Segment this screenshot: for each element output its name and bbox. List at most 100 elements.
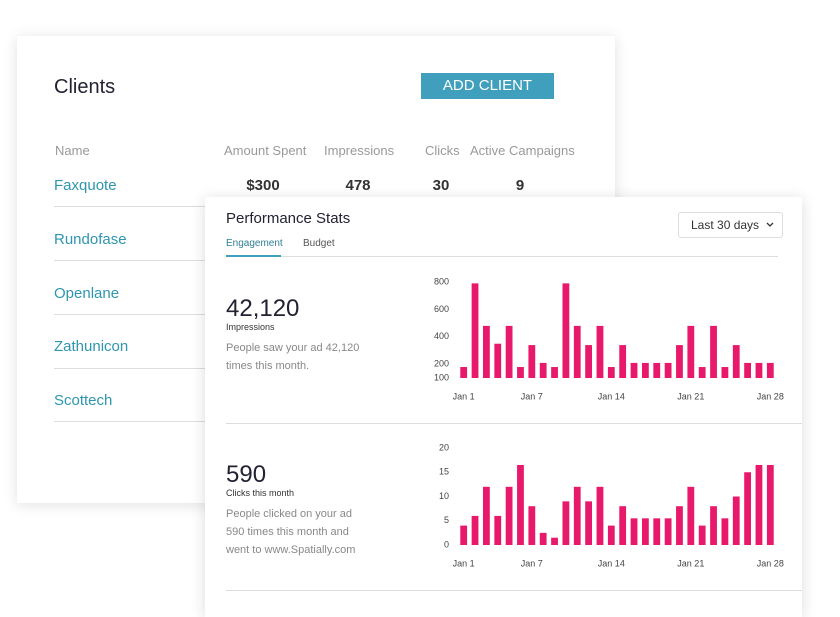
bar <box>596 486 604 545</box>
bar <box>687 325 695 378</box>
bar <box>710 506 717 545</box>
bar <box>562 283 570 378</box>
y-tick-label: 400 <box>434 331 449 341</box>
bar <box>573 486 581 545</box>
bar <box>755 464 763 545</box>
tab-rule <box>226 256 778 257</box>
bar <box>619 345 627 378</box>
bar <box>528 345 536 378</box>
bar <box>517 464 524 545</box>
bar <box>607 367 615 378</box>
bar <box>551 537 558 545</box>
tab[interactable]: Budget <box>303 238 335 249</box>
column-header: Active Campaigns <box>470 143 575 158</box>
row-divider <box>54 368 214 369</box>
metric-label: Impressions <box>226 322 275 332</box>
metric-value: 590 <box>226 461 267 488</box>
y-tick-label: 600 <box>434 304 449 314</box>
y-tick-label: 15 <box>439 467 449 477</box>
x-tick-label: Jan 14 <box>598 391 625 401</box>
performance-card: Performance Stats Engagement Budget Last… <box>205 197 802 617</box>
x-tick-label: Jan 14 <box>598 558 625 568</box>
bar <box>766 362 774 378</box>
client-name[interactable]: Openlane <box>54 285 120 302</box>
section-divider <box>226 423 802 424</box>
bar <box>596 325 604 378</box>
performance-title: Performance Stats <box>226 210 351 227</box>
client-name[interactable]: Rundofase <box>54 231 127 248</box>
range-dropdown[interactable]: Last 30 days <box>678 212 783 238</box>
bar <box>664 518 672 545</box>
bar <box>562 501 570 545</box>
bar <box>641 362 649 378</box>
bar <box>766 464 774 545</box>
client-name[interactable]: Zathunicon <box>54 338 129 355</box>
column-header: Name <box>55 143 90 158</box>
x-tick-label: Jan 1 <box>453 391 475 401</box>
bar <box>687 486 695 545</box>
bar <box>721 518 729 545</box>
bar <box>471 515 479 545</box>
bar <box>630 362 638 378</box>
metric-value: 42,120 <box>226 295 300 322</box>
bar <box>676 345 683 378</box>
bar <box>539 532 547 545</box>
x-tick-label: Jan 28 <box>757 391 784 401</box>
bar <box>505 325 513 378</box>
column-header: Clicks <box>425 143 460 158</box>
bar <box>494 515 502 545</box>
client-name[interactable]: Scottech <box>54 392 113 409</box>
bar <box>755 362 763 378</box>
bar <box>505 486 513 545</box>
bar <box>551 367 558 378</box>
y-tick-label: 100 <box>434 372 449 382</box>
bar <box>482 486 490 545</box>
client-name[interactable]: Faxquote <box>54 177 117 194</box>
clients-title: Clients <box>54 76 116 98</box>
tab-underline <box>226 255 281 257</box>
row-divider <box>54 314 214 315</box>
cell: 478 <box>345 177 371 194</box>
chevron <box>766 222 774 227</box>
column-header: Amount Spent <box>224 143 307 158</box>
range-label: Last 30 days <box>691 218 760 232</box>
y-tick-label: 5 <box>444 515 449 525</box>
section-divider <box>226 590 802 591</box>
cell: $300 <box>246 177 280 194</box>
bar <box>641 518 649 545</box>
bar <box>517 367 524 378</box>
row-divider <box>54 260 214 261</box>
bar <box>744 472 752 545</box>
x-tick-label: Jan 1 <box>453 558 475 568</box>
y-tick-label: 800 <box>434 276 449 286</box>
page: Clients ADD CLIENT Name Amount Spent Imp… <box>54 73 802 591</box>
x-tick-label: Jan 28 <box>757 558 784 568</box>
bar <box>471 283 479 378</box>
y-tick-label: 10 <box>439 491 449 501</box>
bar <box>653 518 661 545</box>
bar <box>732 345 740 378</box>
tab[interactable]: Engagement <box>226 238 283 249</box>
metric-description: People saw your ad 42,120 times this mon… <box>226 342 360 372</box>
row-divider <box>54 421 214 422</box>
bar <box>460 367 468 378</box>
bar <box>698 367 706 378</box>
bar <box>460 525 468 545</box>
y-tick-label: 0 <box>444 539 449 549</box>
bar <box>573 325 581 378</box>
y-tick-label: 200 <box>434 359 449 369</box>
bar <box>698 525 706 545</box>
bar <box>539 362 547 378</box>
column-header: Impressions <box>324 143 395 158</box>
bar <box>653 362 661 378</box>
bar <box>619 506 627 545</box>
add-client-button[interactable]: ADD CLIENT <box>421 73 554 99</box>
bar <box>676 506 683 545</box>
y-tick-label: 20 <box>439 442 449 452</box>
bar <box>630 518 638 545</box>
bar <box>744 362 752 378</box>
x-tick-label: Jan 21 <box>677 391 704 401</box>
bar <box>585 345 593 378</box>
cell: 9 <box>515 177 525 194</box>
